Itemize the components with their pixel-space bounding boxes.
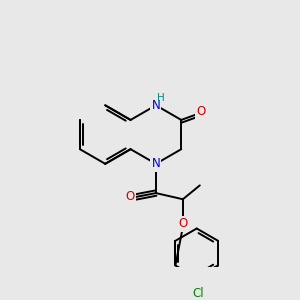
Text: O: O [178, 218, 188, 230]
Text: O: O [125, 190, 134, 203]
Text: N: N [152, 99, 160, 112]
Text: H: H [158, 93, 165, 103]
Text: Cl: Cl [193, 287, 204, 300]
Text: N: N [152, 157, 160, 170]
Text: O: O [196, 105, 205, 118]
